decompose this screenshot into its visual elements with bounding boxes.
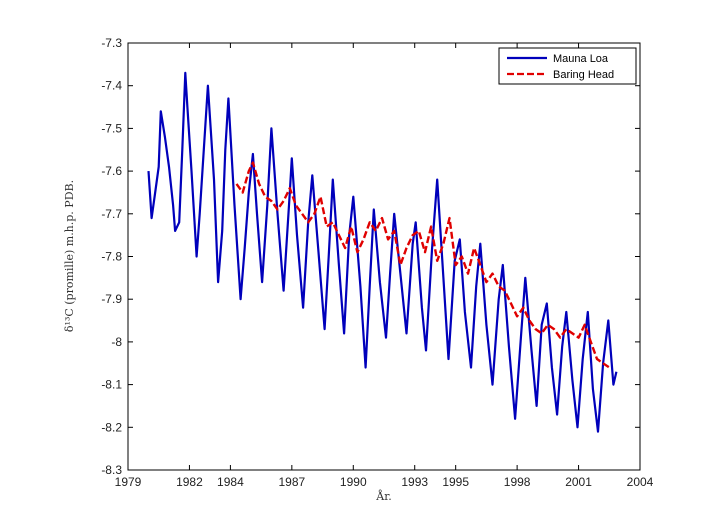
legend-box (498, 47, 637, 85)
x-tick-label: 1979 (115, 475, 142, 489)
legend-label-baring-head: Baring Head (553, 69, 614, 81)
x-tick-label: 1987 (278, 475, 305, 489)
y-tick-label: -7.6 (101, 164, 122, 178)
y-tick-label: -7.5 (101, 121, 122, 135)
y-tick-label: -7.3 (101, 36, 122, 50)
series-layer (147, 71, 618, 433)
y-tick-label: -8 (111, 335, 122, 349)
x-tick-label: 1984 (217, 475, 244, 489)
y-tick-label: -7.4 (101, 79, 122, 93)
y-tick-label: -8.3 (101, 463, 122, 477)
x-tick-label: 1990 (340, 475, 367, 489)
x-tick-label: 1993 (401, 475, 428, 489)
legend-label-mauna-loa: Mauna Loa (553, 53, 609, 65)
y-tick-label: -7.7 (101, 207, 122, 221)
y-tick-label: -8.2 (101, 420, 122, 434)
series-line-baring-head (235, 161, 610, 369)
x-tick-label: 1982 (176, 475, 203, 489)
y-tick-label: -7.8 (101, 250, 122, 264)
y-tick-label: -7.9 (101, 292, 122, 306)
x-axis-title: År. (375, 489, 392, 503)
x-tick-label: 2001 (565, 475, 592, 489)
y-tick-label: -8.1 (101, 378, 122, 392)
series-line-mauna-loa (147, 71, 618, 433)
ticks-layer: 1979 1982 1984 1987 1990 1993 1995 1998 2001 2004… (101, 36, 653, 489)
x-tick-label: 2004 (627, 475, 654, 489)
x-tick-label: 1995 (442, 475, 469, 489)
x-tick-label: 1998 (504, 475, 531, 489)
legend: Mauna Loa Baring Head (498, 47, 637, 85)
plot-area (128, 43, 640, 470)
y-axis-title: δ¹³C (promille) m.h.p. PDB. (63, 180, 76, 332)
